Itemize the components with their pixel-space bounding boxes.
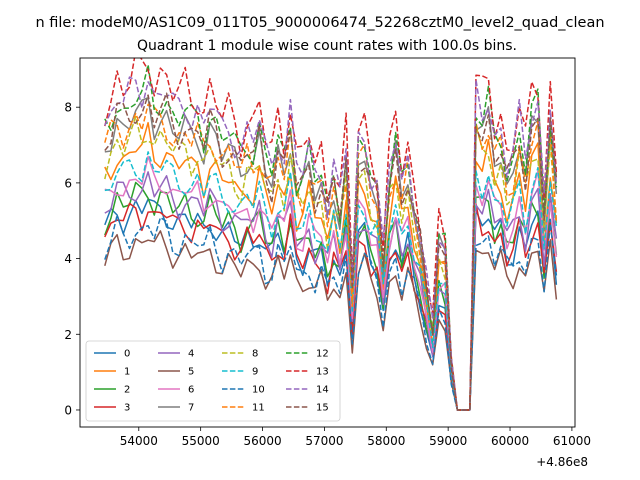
legend-label-13: 13 [316, 367, 329, 378]
series-layer [104, 58, 558, 411]
legend-label-5: 5 [188, 367, 194, 378]
series-line-6 [104, 155, 558, 411]
y-tick-label-0: 0 [64, 403, 72, 417]
legend-label-6: 6 [188, 385, 194, 396]
legend-label-0: 0 [124, 349, 130, 360]
y-axis: 0 2 4 6 8 [64, 101, 80, 417]
x-axis: 54000 55000 56000 57000 58000 59000 60000 61000 [120, 427, 591, 448]
series-line-5 [104, 230, 558, 411]
legend-label-7: 7 [188, 403, 194, 414]
legend-box [85, 340, 341, 422]
y-tick-label-4: 8 [64, 101, 72, 115]
x-tick-label-6: 60000 [491, 434, 529, 448]
legend-label-9: 9 [252, 367, 258, 378]
x-tick-label-3: 57000 [305, 434, 343, 448]
x-tick-label-5: 59000 [429, 434, 467, 448]
y-tick-label-3: 6 [64, 176, 72, 190]
legend-label-11: 11 [252, 403, 265, 414]
series-line-15 [104, 92, 558, 411]
series-line-9 [104, 151, 558, 411]
x-tick-label-7: 61000 [553, 434, 591, 448]
x-axis-offset-label: +4.86e8 [536, 455, 588, 469]
plot-frame [79, 57, 576, 428]
series-line-7 [104, 96, 558, 411]
legend-label-4: 4 [188, 349, 194, 360]
legend-label-12: 12 [316, 349, 329, 360]
x-tick-label-1: 55000 [182, 434, 220, 448]
series-line-14 [104, 76, 558, 411]
y-tick-label-2: 4 [64, 252, 72, 266]
series-line-11 [104, 103, 558, 411]
legend-label-2: 2 [124, 385, 130, 396]
legend-label-3: 3 [124, 403, 130, 414]
legend-label-15: 15 [316, 403, 329, 414]
legend-label-14: 14 [316, 385, 329, 396]
series-line-13 [104, 58, 558, 411]
series-line-3 [104, 202, 558, 411]
x-tick-label-4: 58000 [367, 434, 405, 448]
figure-suptitle: n file: modeM0/AS1C09_011T05_9000006474_… [35, 15, 604, 31]
x-tick-label-0: 54000 [120, 434, 158, 448]
legend-label-1: 1 [124, 367, 130, 378]
legend-label-10: 10 [252, 385, 265, 396]
series-line-10 [104, 214, 558, 411]
chart-title: Quadrant 1 module wise count rates with … [137, 38, 517, 54]
y-tick-label-1: 2 [64, 328, 72, 342]
legend-label-8: 8 [252, 349, 258, 360]
x-tick-label-2: 56000 [243, 434, 281, 448]
